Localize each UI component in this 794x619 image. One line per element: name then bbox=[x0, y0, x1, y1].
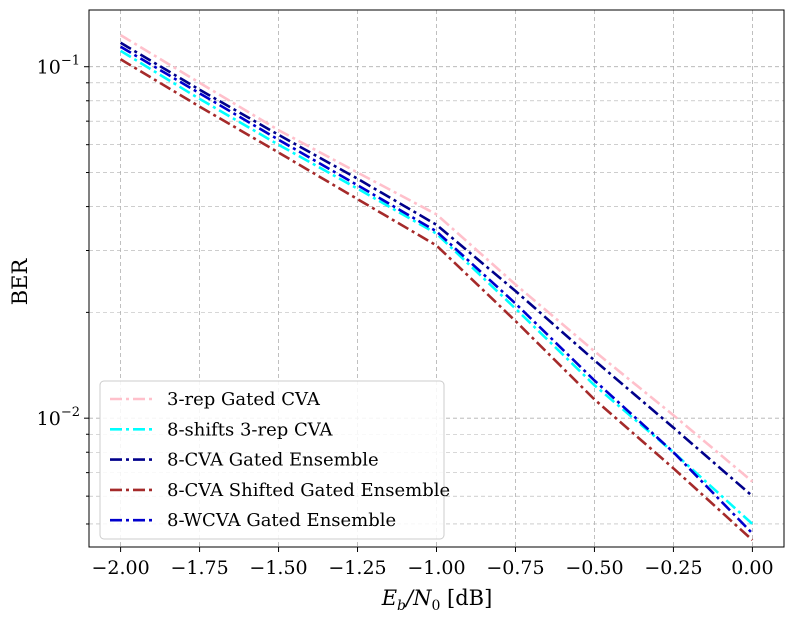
legend: 3-rep Gated CVA 8-shifts 3-rep CVA 8-CVA G… bbox=[99, 380, 450, 540]
legend-box bbox=[99, 380, 445, 540]
x-tick-label: 0.00 bbox=[731, 557, 773, 579]
y-tick-label: 10−1 bbox=[37, 54, 80, 79]
x-tick-label: −0.25 bbox=[644, 557, 702, 579]
x-axis-label: Eb/N0 [dB] bbox=[381, 586, 493, 614]
x-tick-label: −2.00 bbox=[91, 557, 149, 579]
legend-label: 8-WCVA Gated Ensemble bbox=[167, 510, 396, 531]
legend-label: 8-shifts 3-rep CVA bbox=[167, 419, 334, 440]
series-line bbox=[119, 33, 754, 483]
data-series bbox=[119, 33, 754, 542]
series-line bbox=[119, 45, 754, 535]
x-tick-label: −1.25 bbox=[328, 557, 386, 579]
x-tick-label: −1.00 bbox=[407, 557, 465, 579]
x-tick-label: −0.50 bbox=[565, 557, 623, 579]
axis-ticks: −2.00 −1.75 −1.50 −1.25 −1.00 −0.75 −0.50 −0.25… bbox=[37, 54, 774, 579]
legend-label: 3-rep Gated CVA bbox=[167, 389, 321, 410]
series-line bbox=[119, 58, 754, 542]
x-tick-label: −1.75 bbox=[170, 557, 228, 579]
y-axis-label: BER bbox=[8, 258, 32, 306]
y-tick-label: 10−2 bbox=[37, 405, 80, 430]
series-line bbox=[119, 41, 754, 498]
x-tick-label: −1.50 bbox=[249, 557, 307, 579]
legend-label: 8-CVA Shifted Gated Ensemble bbox=[167, 480, 450, 501]
legend-label: 8-CVA Gated Ensemble bbox=[167, 450, 379, 471]
x-tick-label: −0.75 bbox=[486, 557, 544, 579]
